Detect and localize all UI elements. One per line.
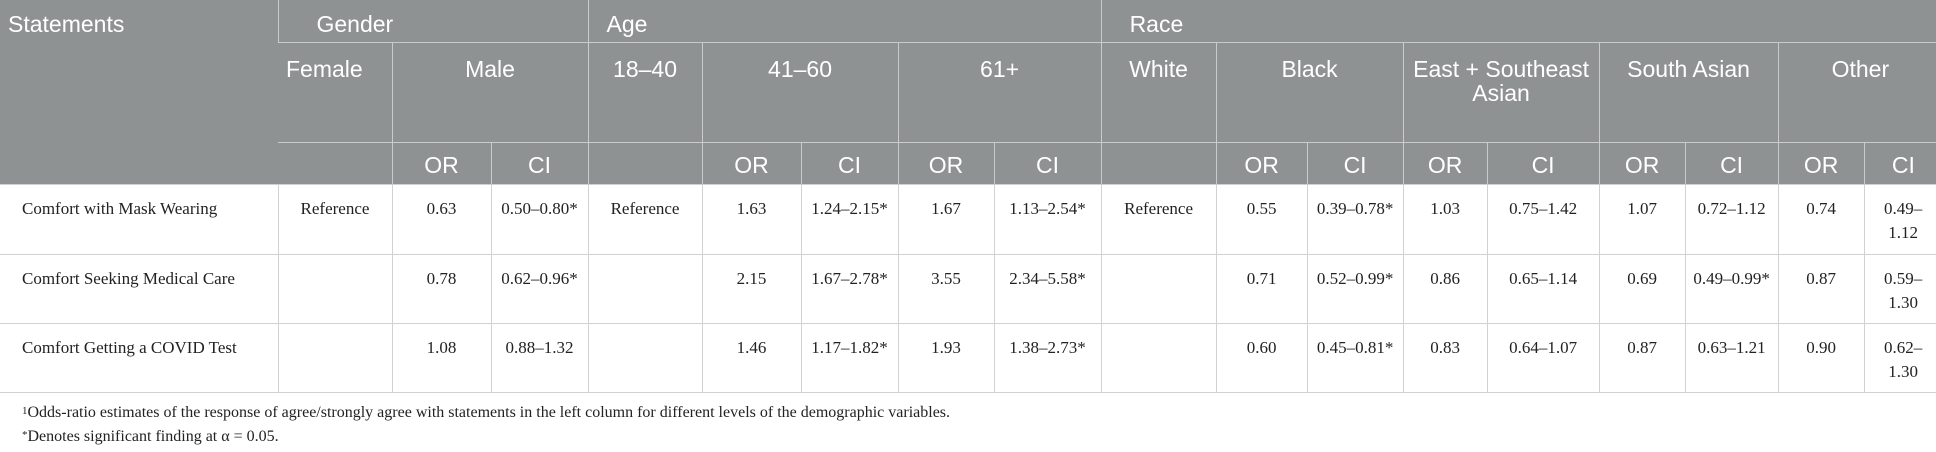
table-cell: 3.55: [897, 254, 995, 324]
table-cell: Reference: [1100, 183, 1217, 255]
footnote-2: *Denotes significant finding at α = 0.05…: [22, 425, 950, 449]
age3-ci-header: CI: [993, 141, 1102, 184]
table-cell: 1.08: [391, 323, 491, 393]
statement-cell: Comfort Getting a COVID Test: [0, 323, 278, 393]
table-cell: [1100, 323, 1217, 393]
table-cell: 0.71: [1215, 254, 1308, 324]
table-cell: [277, 323, 392, 393]
table-cell: 0.65–1.14: [1486, 254, 1600, 324]
age1-sub-empty: [587, 141, 703, 184]
race-group-header: Race: [1100, 0, 1936, 42]
table-cell: 1.13–2.54*: [993, 183, 1102, 255]
table-row: Comfort with Mask Wearing Reference 0.63…: [0, 183, 1936, 255]
footnote-1: 1Odds-ratio estimates of the response of…: [22, 401, 950, 425]
table-cell: [587, 254, 703, 324]
table-cell: 0.52–0.99*: [1306, 254, 1404, 324]
table-cell: 1.07: [1598, 183, 1686, 255]
black-or-header: OR: [1215, 141, 1308, 184]
table-cell: 2.34–5.58*: [993, 254, 1102, 324]
table-cell: 1.46: [701, 323, 802, 393]
black-ci-header: CI: [1306, 141, 1404, 184]
table-cell: 0.63–1.21: [1684, 323, 1779, 393]
table-row: Comfort Seeking Medical Care 0.78 0.62–0…: [0, 254, 1936, 324]
table-cell: 1.93: [897, 323, 995, 393]
east-southeast-asian-header: East + Southeast Asian: [1402, 41, 1600, 142]
white-sub-empty: [1100, 141, 1217, 184]
table-cell: 0.62–1.30: [1863, 323, 1936, 393]
table-cell: 0.69: [1598, 254, 1686, 324]
table-cell: 1.67: [897, 183, 995, 255]
footnote-2-marker: *: [22, 429, 28, 441]
table-body: Comfort with Mask Wearing Reference 0.63…: [0, 183, 1936, 393]
table-cell: 1.63: [701, 183, 802, 255]
table-cell: 0.59–1.30: [1863, 254, 1936, 324]
black-header: Black: [1215, 41, 1404, 142]
male-or-header: OR: [391, 141, 491, 184]
east-ci-header: CI: [1486, 141, 1600, 184]
table-cell: 0.87: [1777, 254, 1865, 324]
table-cell: 0.75–1.42: [1486, 183, 1600, 255]
table-cell: 1.03: [1402, 183, 1488, 255]
age2-ci-header: CI: [800, 141, 899, 184]
age2-or-header: OR: [701, 141, 802, 184]
footnote-1-text: Odds-ratio estimates of the response of …: [27, 404, 951, 421]
table-cell: Reference: [277, 183, 392, 255]
table-cell: 0.62–0.96*: [490, 254, 589, 324]
table-cell: 0.45–0.81*: [1306, 323, 1404, 393]
age-41-60-header: 41–60: [701, 41, 899, 142]
table-cell: 1.67–2.78*: [800, 254, 899, 324]
table-cell: 0.50–0.80*: [490, 183, 589, 255]
odds-ratio-table: Statements Gender Age Race Female Male 1…: [0, 0, 1936, 393]
table-row: Comfort Getting a COVID Test 1.08 0.88–1…: [0, 323, 1936, 393]
table-cell: 0.55: [1215, 183, 1308, 255]
table-cell: 0.49–1.12: [1863, 183, 1936, 255]
age-group-header: Age: [587, 0, 1102, 42]
south-asian-header: South Asian: [1598, 41, 1779, 142]
footnote-2-text: Denotes significant finding at α = 0.05.: [27, 428, 279, 445]
table-cell: 0.63: [391, 183, 491, 255]
other-ci-header: CI: [1863, 141, 1936, 184]
table-cell: [587, 323, 703, 393]
white-header: White: [1100, 41, 1217, 142]
male-header: Male: [391, 41, 589, 142]
female-sub-empty: [278, 141, 392, 184]
table-cell: 0.64–1.07: [1486, 323, 1600, 393]
table-cell: 0.74: [1777, 183, 1865, 255]
statement-cell: Comfort Seeking Medical Care: [0, 254, 278, 324]
table-cell: 1.24–2.15*: [800, 183, 899, 255]
table-cell: 0.39–0.78*: [1306, 183, 1404, 255]
gender-group-header: Gender: [277, 0, 589, 42]
table-cell: 2.15: [701, 254, 802, 324]
east-or-header: OR: [1402, 141, 1488, 184]
table-footnotes: 1Odds-ratio estimates of the response of…: [22, 401, 950, 449]
statements-header: Statements: [0, 0, 278, 184]
odds-ratio-table-container: Statements Gender Age Race Female Male 1…: [0, 0, 1936, 393]
table-cell: 1.17–1.82*: [800, 323, 899, 393]
table-cell: 0.83: [1402, 323, 1488, 393]
table-cell: [277, 254, 392, 324]
table-cell: 0.49–0.99*: [1684, 254, 1779, 324]
south-or-header: OR: [1598, 141, 1686, 184]
table-cell: 0.88–1.32: [490, 323, 589, 393]
other-header: Other: [1777, 41, 1936, 142]
table-cell: 0.72–1.12: [1684, 183, 1779, 255]
table-cell: [1100, 254, 1217, 324]
female-header: Female: [278, 41, 392, 142]
table-cell: 0.86: [1402, 254, 1488, 324]
footnote-1-marker: 1: [22, 405, 28, 417]
statement-cell: Comfort with Mask Wearing: [0, 183, 278, 255]
age-61-plus-header: 61+: [897, 41, 1102, 142]
age3-or-header: OR: [897, 141, 995, 184]
table-cell: 1.38–2.73*: [993, 323, 1102, 393]
table-cell: 0.90: [1777, 323, 1865, 393]
table-cell: Reference: [587, 183, 703, 255]
other-or-header: OR: [1777, 141, 1865, 184]
age-18-40-header: 18–40: [587, 41, 703, 142]
table-cell: 0.60: [1215, 323, 1308, 393]
table-cell: 0.78: [391, 254, 491, 324]
male-ci-header: CI: [490, 141, 589, 184]
table-header: Statements Gender Age Race Female Male 1…: [0, 0, 1936, 184]
south-ci-header: CI: [1684, 141, 1779, 184]
table-cell: 0.87: [1598, 323, 1686, 393]
